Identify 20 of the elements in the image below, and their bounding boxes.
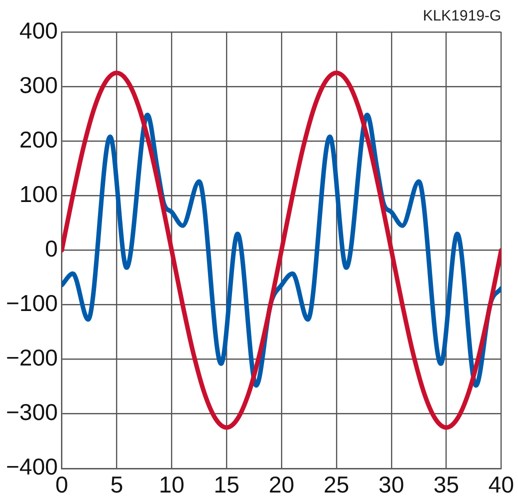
y-tick-label: 100 [19,180,58,207]
line-series [62,112,502,388]
y-tick-label: 300 [19,72,58,98]
y-tick-label: −100 [6,290,58,316]
x-tick-label: 10 [158,472,184,498]
x-tick-label: 30 [378,472,404,498]
y-tick-label: 0 [45,236,58,262]
x-tick-label: 25 [324,472,350,498]
y-tick-label: −200 [6,344,58,371]
x-tick-label: 15 [214,472,240,498]
x-tick-label: 20 [268,472,294,498]
line-series [62,70,502,430]
y-tick-label: −300 [6,399,58,426]
y-tick-label: −400 [6,454,58,480]
y-tick-label: 400 [19,17,58,44]
y-tick-label: 200 [19,126,58,152]
x-tick-label: 5 [110,472,124,498]
x-tick-label: 40 [488,472,514,498]
text: KLK1919-G [422,8,502,25]
x-tick-label: 35 [433,472,460,498]
